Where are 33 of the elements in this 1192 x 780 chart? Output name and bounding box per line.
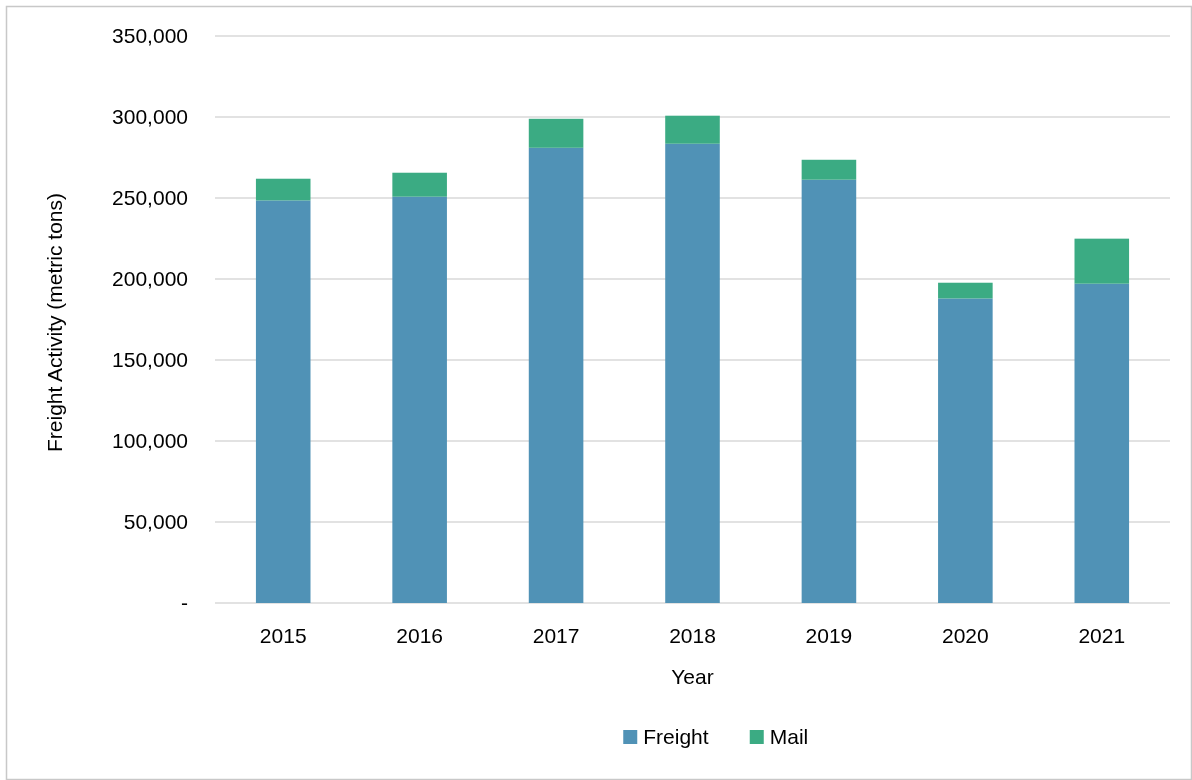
bar bbox=[392, 172, 447, 197]
x-tick-label: 2015 bbox=[259, 624, 307, 647]
x-tick-label: 2020 bbox=[942, 624, 989, 647]
bar bbox=[528, 147, 584, 603]
x-tick-label: 2018 bbox=[669, 624, 716, 647]
x-tick-label: 2017 bbox=[532, 624, 580, 647]
x-tick-label: 2021 bbox=[1078, 624, 1126, 647]
bar bbox=[801, 179, 857, 603]
bar bbox=[1074, 283, 1130, 603]
y-tick-label: 250,000 bbox=[112, 186, 188, 210]
x-tick-label: 2019 bbox=[805, 624, 853, 647]
y-tick-label: 200,000 bbox=[112, 267, 188, 291]
y-tick-label: 50,000 bbox=[123, 510, 188, 534]
bar bbox=[665, 143, 720, 603]
legend-label: Freight bbox=[643, 725, 709, 748]
bar bbox=[1074, 238, 1130, 284]
y-tick-label: 350,000 bbox=[112, 24, 188, 48]
bar bbox=[665, 115, 720, 144]
bar bbox=[528, 118, 584, 148]
legend-label: Mail bbox=[769, 725, 809, 748]
y-tick-label: 100,000 bbox=[112, 429, 188, 453]
y-tick-label: 300,000 bbox=[112, 105, 188, 129]
y-axis-title: Freight Activity (metric tons) bbox=[43, 192, 66, 453]
bar bbox=[938, 298, 993, 603]
bar bbox=[255, 178, 311, 201]
bar bbox=[392, 196, 447, 603]
y-tick-label: 150,000 bbox=[112, 348, 188, 372]
x-tick-label: 2016 bbox=[396, 624, 443, 647]
bar bbox=[801, 159, 857, 180]
y-tick-label: - bbox=[181, 591, 188, 615]
bar bbox=[938, 282, 993, 299]
x-axis-title: Year bbox=[671, 665, 714, 688]
bar bbox=[255, 200, 311, 603]
